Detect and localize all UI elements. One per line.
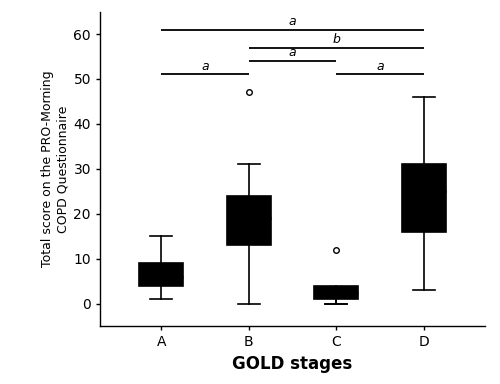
Text: a: a [376, 60, 384, 73]
X-axis label: GOLD stages: GOLD stages [232, 355, 352, 373]
Text: b: b [332, 33, 340, 46]
PathPatch shape [227, 196, 270, 245]
Y-axis label: Total score on the PRO-Morning
COPD Questionnaire: Total score on the PRO-Morning COPD Ques… [41, 71, 69, 267]
Text: a: a [201, 60, 209, 73]
PathPatch shape [402, 164, 446, 232]
PathPatch shape [140, 263, 183, 286]
Text: a: a [288, 46, 296, 59]
PathPatch shape [314, 286, 358, 300]
Text: a: a [288, 15, 296, 28]
